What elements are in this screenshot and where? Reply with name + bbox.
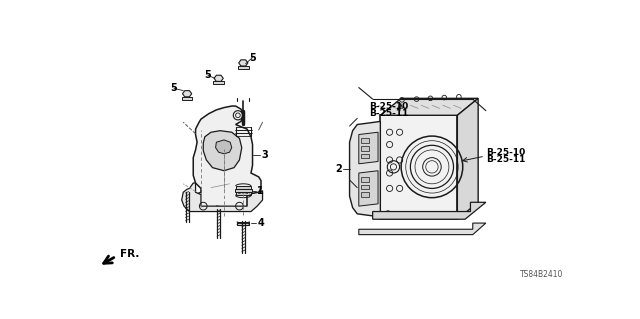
Polygon shape: [213, 81, 224, 85]
Polygon shape: [216, 140, 232, 154]
Text: B-25-11: B-25-11: [486, 155, 526, 164]
Polygon shape: [182, 97, 193, 100]
Text: B-25-10: B-25-10: [486, 148, 526, 157]
Text: TS84B2410: TS84B2410: [520, 270, 563, 278]
Text: 4: 4: [257, 218, 264, 228]
Polygon shape: [380, 115, 458, 219]
Polygon shape: [361, 192, 369, 197]
Polygon shape: [204, 131, 242, 171]
Polygon shape: [359, 171, 378, 206]
Polygon shape: [237, 221, 250, 225]
Text: B-25-10: B-25-10: [369, 101, 408, 111]
Text: 5: 5: [205, 70, 211, 80]
Text: 2: 2: [335, 164, 342, 174]
Polygon shape: [361, 177, 369, 182]
Polygon shape: [193, 106, 261, 209]
Polygon shape: [361, 154, 369, 159]
Polygon shape: [372, 202, 486, 219]
Polygon shape: [359, 223, 486, 235]
Polygon shape: [361, 138, 369, 143]
Polygon shape: [182, 183, 262, 211]
Text: 5: 5: [249, 53, 256, 63]
Polygon shape: [235, 189, 252, 192]
Text: B-25-11: B-25-11: [369, 109, 408, 118]
Polygon shape: [361, 185, 369, 189]
Text: FR.: FR.: [120, 249, 140, 259]
Polygon shape: [182, 91, 192, 97]
Polygon shape: [380, 98, 478, 115]
Polygon shape: [239, 60, 248, 66]
Text: 1: 1: [257, 186, 264, 196]
Polygon shape: [214, 75, 223, 81]
Polygon shape: [236, 192, 251, 195]
Polygon shape: [361, 146, 369, 151]
Polygon shape: [458, 98, 478, 219]
Text: 5: 5: [171, 83, 177, 93]
Polygon shape: [349, 122, 380, 217]
Polygon shape: [359, 132, 378, 164]
Polygon shape: [236, 186, 251, 189]
Polygon shape: [238, 66, 249, 69]
Text: 3: 3: [262, 150, 269, 160]
